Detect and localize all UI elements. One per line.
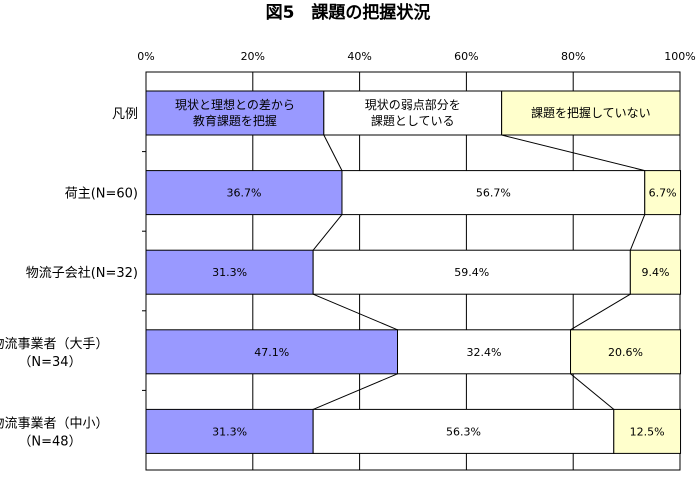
series-line [570, 373, 615, 410]
series-line [629, 214, 646, 251]
category-label: 物流事業者（中小） [0, 415, 109, 431]
series-line [312, 214, 343, 251]
bar-segment [145, 408, 314, 454]
series-line [570, 293, 631, 331]
data-label: 20.6% [608, 346, 643, 359]
category-label: 物流事業者（大手） [0, 336, 109, 352]
x-tick-label: 20% [241, 50, 265, 63]
series-line [323, 134, 343, 171]
data-label: 32.4% [467, 346, 502, 359]
bar-segment [145, 329, 399, 375]
data-label: 31.3% [212, 425, 247, 438]
x-tick-label: 80% [561, 50, 585, 63]
legend-entry-label: 課題としている [371, 113, 455, 128]
x-tick-label: 100% [664, 50, 695, 63]
data-label: 31.3% [212, 266, 247, 279]
bar-segment [341, 170, 646, 216]
x-tick-label: 60% [454, 50, 478, 63]
legend-entry-label: 教育課題を把握 [193, 113, 277, 128]
bar-segment [613, 408, 682, 454]
legend-entry-label: 現状と理想との差から [175, 97, 295, 112]
data-label: 59.4% [454, 266, 489, 279]
data-label: 56.3% [446, 425, 481, 438]
series-line [312, 373, 398, 410]
x-tick-label: 40% [347, 50, 371, 63]
legend-entry-label: 課題を把握していない [531, 105, 651, 120]
data-label: 36.7% [227, 187, 262, 200]
chart-title: 図5 課題の把握状況 [266, 2, 431, 23]
bar-segment [397, 329, 572, 375]
bar-segment [312, 249, 631, 295]
legend-swatch [501, 90, 681, 136]
bar-segment [629, 249, 682, 295]
series-line [501, 134, 645, 172]
data-label: 47.1% [254, 346, 289, 359]
category-label: 荷主(N=60) [65, 187, 138, 202]
legend-entry-label: 現状の弱点部分を [365, 97, 461, 112]
bar-segment [145, 249, 314, 295]
legend-row-label: 凡例 [112, 107, 138, 122]
x-tick-label: 0% [137, 50, 154, 63]
data-label: 12.5% [630, 425, 665, 438]
data-label: 9.4% [641, 266, 669, 279]
bar-segment [312, 408, 615, 454]
category-label: （N=34） [18, 355, 81, 370]
data-label: 6.7% [649, 187, 677, 200]
bar-segment [570, 329, 682, 375]
bar-segment [644, 170, 682, 216]
data-label: 56.7% [476, 187, 511, 200]
category-label: （N=48） [18, 434, 81, 449]
category-label: 物流子会社(N=32) [26, 265, 138, 281]
series-line [312, 293, 398, 331]
legend-swatch [145, 90, 325, 136]
